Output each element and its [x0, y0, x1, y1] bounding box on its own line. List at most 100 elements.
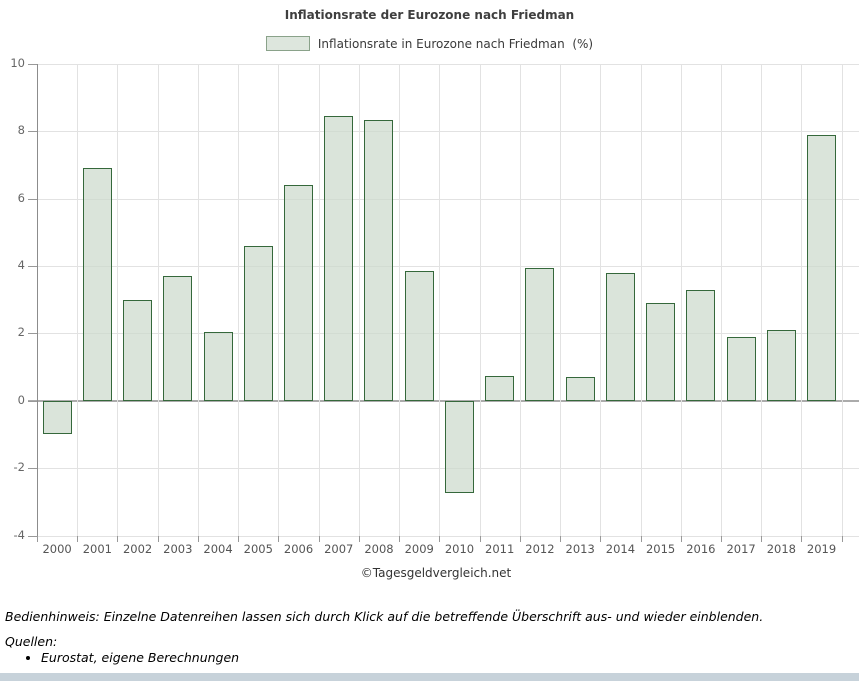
bar-2002[interactable] [123, 299, 153, 401]
bar-2013[interactable] [565, 377, 595, 401]
gridline-y--4 [28, 535, 859, 537]
x-tick [841, 535, 843, 542]
zero-line [28, 399, 859, 402]
x-axis-label: 2001 [82, 542, 112, 556]
bar-2004[interactable] [203, 331, 233, 401]
x-tick [680, 535, 682, 542]
bar-2009[interactable] [404, 271, 434, 401]
bar-2017[interactable] [726, 336, 756, 401]
legend-label: Inflationsrate in Eurozone nach Friedman… [317, 36, 594, 51]
gridline-x [801, 64, 803, 536]
bottom-divider-bar [0, 673, 859, 681]
gridline-y-6 [28, 198, 859, 200]
y-tick [28, 333, 37, 335]
gridline-x [399, 64, 401, 536]
x-tick [318, 535, 320, 542]
y-axis-label: 4 [17, 258, 25, 273]
x-tick [640, 535, 642, 542]
bar-2019[interactable] [807, 134, 837, 401]
bar-2010[interactable] [444, 400, 474, 494]
y-tick [28, 64, 37, 65]
x-tick [479, 535, 481, 542]
bar-2001[interactable] [82, 168, 112, 401]
usage-hint: Bedienhinweis: Einzelne Datenreihen lass… [5, 609, 764, 624]
x-tick [560, 535, 562, 542]
x-axis-label: 2002 [122, 542, 153, 556]
x-tick [37, 535, 38, 542]
gridline-y-4 [28, 266, 859, 268]
y-axis-label: 10 [10, 56, 25, 70]
bar-2007[interactable] [324, 116, 354, 401]
bar-2000[interactable] [42, 400, 72, 435]
legend-swatch-icon [265, 36, 310, 51]
bar-2005[interactable] [243, 245, 273, 401]
x-axis-label: 2019 [806, 542, 837, 556]
x-axis-label: 2012 [525, 542, 555, 556]
x-axis-label: 2003 [163, 542, 193, 556]
gridline-x [560, 64, 562, 536]
x-axis-label: 2016 [686, 542, 716, 556]
x-tick [801, 535, 803, 542]
x-axis-label: 2009 [404, 542, 434, 556]
gridline-x [680, 64, 682, 536]
x-tick [439, 535, 441, 542]
x-axis-label: 2014 [605, 542, 636, 556]
x-axis-label: 2017 [726, 542, 756, 556]
x-tick [77, 535, 79, 542]
gridline-x [479, 64, 481, 536]
y-axis-label: -2 [13, 460, 25, 475]
y-tick [28, 535, 37, 537]
gridline-x [358, 64, 360, 536]
gridline-y--2 [28, 468, 859, 470]
gridline-x [117, 64, 119, 536]
bar-2012[interactable] [525, 267, 555, 401]
y-tick [28, 266, 37, 268]
bar-2016[interactable] [686, 289, 716, 401]
bar-2011[interactable] [485, 375, 515, 401]
x-tick [519, 535, 521, 542]
bar-2014[interactable] [605, 272, 635, 401]
x-tick [600, 535, 602, 542]
sources-label: Quellen: [5, 634, 58, 649]
gridline-x [640, 64, 642, 536]
y-tick [28, 198, 37, 200]
watermark: ©Tagesgeldvergleich.net [360, 566, 512, 580]
x-axis-label: 2015 [645, 542, 676, 556]
x-tick [761, 535, 763, 542]
gridline-x [278, 64, 280, 536]
gridline-y-2 [28, 333, 859, 335]
gridline-x [318, 64, 320, 536]
y-axis-label: 2 [17, 325, 25, 340]
y-tick [28, 468, 37, 470]
y-tick [28, 400, 37, 402]
sources-list: Eurostat, eigene Berechnungen [5, 650, 239, 666]
x-tick [117, 535, 119, 542]
gridline-x [761, 64, 763, 536]
x-axis-label: 2000 [42, 542, 72, 556]
y-axis-line [37, 64, 38, 536]
x-axis-label: 2013 [565, 542, 595, 556]
x-axis-label: 2006 [283, 542, 314, 556]
x-tick [399, 535, 401, 542]
bar-2015[interactable] [646, 303, 676, 401]
x-axis-label: 2005 [243, 542, 273, 556]
gridline-x [238, 64, 240, 536]
bar-2003[interactable] [163, 276, 193, 401]
gridline-x [157, 64, 159, 536]
y-axis-label: 6 [17, 190, 25, 205]
bar-2008[interactable] [364, 119, 394, 401]
legend-series-toggle[interactable]: Inflationsrate in Eurozone nach Friedman… [0, 36, 859, 51]
chart-title: Inflationsrate der Eurozone nach Friedma… [284, 8, 575, 22]
y-tick [28, 131, 37, 133]
x-tick [197, 535, 199, 542]
x-tick [358, 535, 360, 542]
gridline-y-10 [28, 64, 859, 65]
bar-2006[interactable] [284, 185, 314, 401]
x-tick [157, 535, 159, 542]
gridline-x [439, 64, 441, 536]
gridline-x [197, 64, 199, 536]
gridline-y-8 [28, 131, 859, 133]
bar-2018[interactable] [766, 330, 796, 401]
